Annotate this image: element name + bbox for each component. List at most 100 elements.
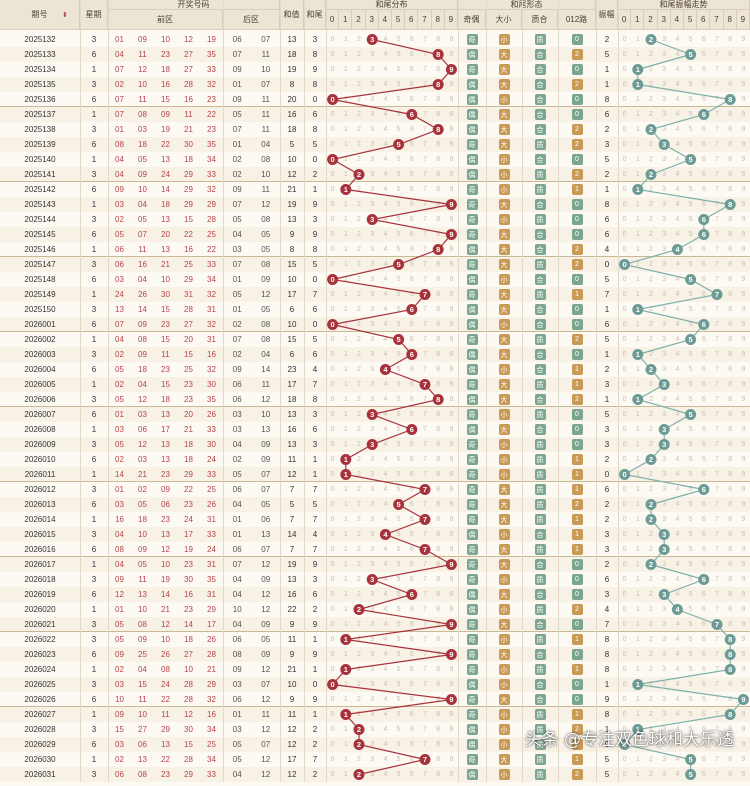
table-row[interactable]: [0, 62, 750, 77]
table-row[interactable]: [0, 497, 750, 512]
prime-box-cell: 质: [522, 212, 558, 227]
table-row[interactable]: [0, 272, 750, 287]
front-ball: 05: [115, 365, 124, 374]
route-box-cell: 0: [558, 347, 596, 362]
amp-cell: 3: [604, 530, 610, 539]
table-row[interactable]: [0, 152, 750, 167]
prime-box-cell: 质: [522, 497, 558, 512]
omission-cell: 3: [370, 381, 375, 388]
front-ball: 03: [138, 410, 147, 419]
table-row[interactable]: [0, 512, 750, 527]
table-row[interactable]: [0, 287, 750, 302]
table-row[interactable]: [0, 587, 750, 602]
front-ball: 35: [207, 575, 216, 584]
omission-cell: 2: [357, 516, 361, 523]
sum-cell: 7: [289, 545, 295, 554]
table-row[interactable]: [0, 617, 750, 632]
omission-cell: 5: [396, 516, 401, 523]
omission-cell: 1: [343, 216, 348, 223]
front-ball: 06: [115, 245, 124, 254]
composite-box: 合: [534, 64, 546, 75]
table-row[interactable]: [0, 377, 750, 392]
front-ball: 15: [161, 335, 170, 344]
sort-icon[interactable]: ⬍: [62, 12, 68, 19]
omission-cell: 9: [449, 471, 454, 478]
omission-cell: 0: [622, 501, 627, 508]
omission-cell: 2: [357, 321, 361, 328]
omission-cell: 6: [409, 546, 414, 553]
omission-cell: 8: [436, 576, 441, 583]
composite-box-cell: 合: [522, 107, 558, 122]
omission-cell: 5: [688, 621, 693, 628]
back-ball: 06: [232, 380, 242, 389]
prime-box-cell: 质: [522, 467, 558, 482]
table-row[interactable]: [0, 557, 750, 572]
table-row[interactable]: [0, 602, 750, 617]
table-row[interactable]: [0, 527, 750, 542]
table-row[interactable]: [0, 362, 750, 377]
omission-cell: 9: [449, 96, 454, 103]
table-row[interactable]: [0, 467, 750, 482]
omission-cell: 9: [741, 381, 746, 388]
omission-cell: 1: [635, 171, 640, 178]
amp-cell: 6: [604, 575, 610, 584]
table-row[interactable]: [0, 452, 750, 467]
composite-box-cell: 合: [522, 77, 558, 92]
table-row[interactable]: [0, 422, 750, 437]
table-row[interactable]: [0, 257, 750, 272]
odd-box-cell: 奇: [458, 497, 486, 512]
omission-cell: 6: [701, 96, 706, 103]
omission-cell: 7: [423, 306, 427, 313]
route-box-cell: 1: [558, 527, 596, 542]
amp-cell: 1: [604, 350, 610, 359]
table-row[interactable]: [0, 167, 750, 182]
back-ball: 05: [261, 245, 271, 254]
table-row[interactable]: [0, 77, 750, 92]
table-row[interactable]: [0, 482, 750, 497]
group-divider: [0, 256, 750, 257]
table-row[interactable]: [0, 107, 750, 122]
omission-cell: 7: [715, 51, 719, 58]
omission-cell: 7: [423, 576, 427, 583]
back-ball: 05: [261, 500, 271, 509]
omission-cell: 9: [741, 591, 746, 598]
omission-cell: 7: [715, 606, 719, 613]
front-ball: 33: [207, 470, 216, 479]
omission-cell: 2: [649, 201, 653, 208]
table-row[interactable]: [0, 392, 750, 407]
table-row[interactable]: [0, 302, 750, 317]
omission-cell: 8: [436, 606, 441, 613]
omission-cell: 3: [662, 366, 667, 373]
table-row[interactable]: [0, 242, 750, 257]
omission-cell: 1: [343, 576, 348, 583]
route-box-cell: 1: [558, 542, 596, 557]
big-box: 大: [498, 349, 510, 360]
omission-cell: 9: [741, 81, 746, 88]
front-ball: 14: [161, 185, 170, 194]
table-row[interactable]: [0, 542, 750, 557]
table-row[interactable]: [0, 137, 750, 152]
period-cell: 2025141: [24, 170, 56, 179]
table-row[interactable]: [0, 332, 750, 347]
table-row[interactable]: [0, 632, 750, 647]
tail-ball: 5: [393, 499, 405, 510]
table-row[interactable]: [0, 47, 750, 62]
table-row[interactable]: [0, 227, 750, 242]
table-row[interactable]: [0, 347, 750, 362]
tail-ball-label: 2: [357, 170, 361, 179]
table-row[interactable]: [0, 92, 750, 107]
amp-ball: 3: [658, 439, 670, 450]
back-ball: 12: [261, 395, 271, 404]
tail-ball-label: 6: [410, 305, 414, 314]
weekday-cell: 1: [91, 515, 97, 524]
omission-cell: 2: [357, 276, 361, 283]
table-row[interactable]: [0, 317, 750, 332]
back-ball: 03: [232, 425, 242, 434]
odd-box-cell: 奇: [458, 137, 486, 152]
omission-cell: 7: [715, 156, 719, 163]
table-row[interactable]: [0, 197, 750, 212]
table-row[interactable]: [0, 182, 750, 197]
table-row[interactable]: [0, 122, 750, 137]
header-dist-digit: 7: [418, 10, 432, 30]
front-ball: 03: [138, 125, 147, 134]
